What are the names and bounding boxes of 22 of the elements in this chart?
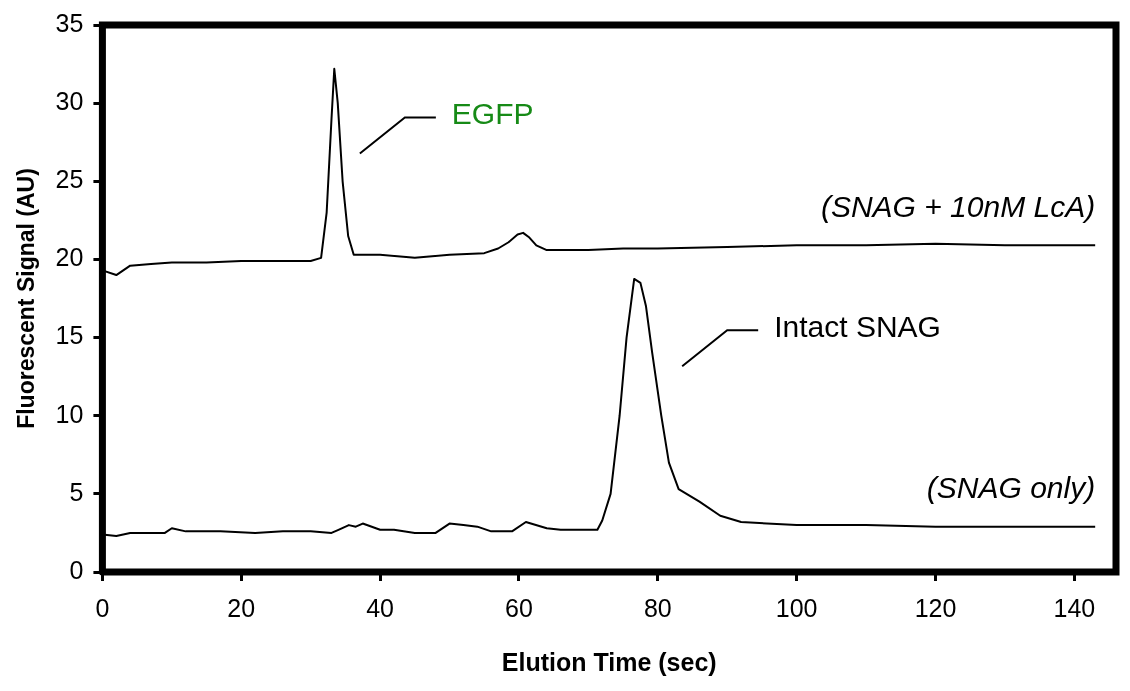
y-tick-label: 5: [69, 477, 84, 506]
annotation: EGFP: [451, 96, 534, 130]
y-tick-label: 0: [69, 555, 84, 584]
y-tick-label: 10: [55, 399, 84, 428]
y-tick-label: 15: [55, 321, 84, 350]
series-label: (SNAG + 10nM LcA): [820, 189, 1096, 223]
series-label: (SNAG only): [926, 471, 1096, 505]
x-tick-label: 140: [1053, 593, 1096, 622]
y-tick-label: 20: [55, 243, 84, 272]
annotation: Intact SNAG: [774, 309, 941, 343]
y-axis-title: Fluorescent Signal (AU): [13, 168, 40, 429]
x-tick-label: 60: [505, 593, 533, 622]
x-tick-label: 80: [643, 593, 672, 622]
x-tick-label: 0: [95, 593, 110, 622]
x-tick-label: 20: [227, 593, 256, 622]
x-tick-label: 120: [914, 593, 957, 622]
x-axis-title: Elution Time (sec): [501, 647, 717, 676]
y-tick-label: 35: [55, 8, 84, 37]
y-tick-label: 30: [55, 87, 84, 116]
x-tick-label: 40: [366, 593, 395, 622]
y-tick-label: 25: [55, 165, 84, 194]
x-tick-label: 100: [775, 593, 818, 622]
